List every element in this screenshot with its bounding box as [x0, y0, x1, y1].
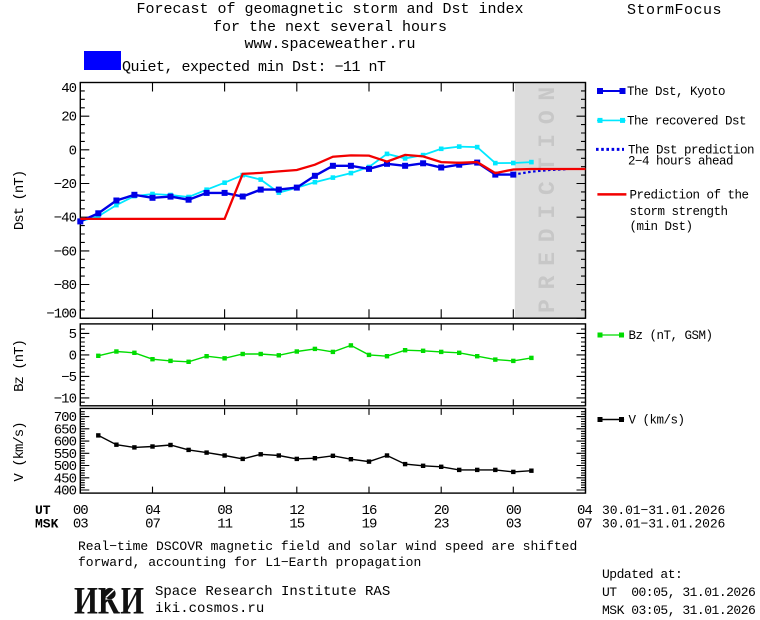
svg-text:20: 20: [61, 110, 76, 126]
svg-text:12: 12: [289, 503, 304, 519]
svg-text:−80: −80: [54, 278, 77, 294]
svg-text:storm strength: storm strength: [630, 205, 728, 219]
svg-text:−20: −20: [54, 177, 77, 193]
svg-text:PREDICTION: PREDICTION: [535, 77, 561, 313]
svg-text:450: 450: [54, 471, 77, 487]
svg-text:15: 15: [289, 517, 304, 533]
svg-text:Bz (nT): Bz (nT): [12, 340, 28, 392]
svg-text:650: 650: [54, 422, 77, 438]
svg-text:00: 00: [506, 503, 521, 519]
svg-text:−100: −100: [46, 307, 76, 323]
svg-text:−60: −60: [54, 244, 77, 260]
svg-text:The recovered Dst: The recovered Dst: [627, 114, 746, 128]
svg-text:0: 0: [69, 348, 77, 364]
svg-text:500: 500: [54, 459, 77, 475]
svg-text:V (km/s): V (km/s): [12, 422, 28, 481]
svg-text:00: 00: [73, 503, 88, 519]
svg-text:16: 16: [362, 503, 377, 519]
svg-text:700: 700: [54, 410, 77, 426]
svg-text:400: 400: [54, 484, 77, 500]
svg-text:20: 20: [434, 503, 449, 519]
svg-text:(min Dst): (min Dst): [630, 220, 693, 234]
svg-text:03: 03: [73, 517, 88, 533]
svg-text:550: 550: [54, 447, 77, 463]
svg-text:07: 07: [145, 517, 160, 533]
svg-text:V (km/s): V (km/s): [629, 414, 685, 428]
svg-text:2−4 hours ahead: 2−4 hours ahead: [628, 155, 733, 169]
svg-text:−10: −10: [54, 391, 77, 407]
svg-text:Bz (nT, GSM): Bz (nT, GSM): [629, 329, 713, 343]
svg-text:The Dst prediction: The Dst prediction: [628, 143, 754, 157]
svg-text:5: 5: [69, 327, 77, 343]
svg-text:MSK: MSK: [35, 517, 59, 532]
svg-text:0: 0: [69, 143, 77, 159]
svg-text:11: 11: [217, 517, 232, 533]
svg-text:04: 04: [577, 503, 592, 519]
svg-text:19: 19: [362, 517, 377, 533]
svg-text:04: 04: [145, 503, 160, 519]
svg-text:40: 40: [61, 81, 76, 97]
svg-text:23: 23: [434, 517, 449, 533]
svg-text:−40: −40: [54, 211, 77, 227]
svg-text:600: 600: [54, 435, 77, 451]
svg-text:The Dst, Kyoto: The Dst, Kyoto: [627, 85, 725, 99]
svg-text:08: 08: [217, 503, 232, 519]
svg-text:30.01−31.01.2026: 30.01−31.01.2026: [602, 503, 725, 518]
svg-text:30.01−31.01.2026: 30.01−31.01.2026: [602, 517, 725, 532]
svg-text:UT: UT: [35, 503, 51, 518]
svg-text:−5: −5: [61, 370, 76, 386]
svg-text:03: 03: [506, 517, 521, 533]
svg-text:07: 07: [577, 517, 592, 533]
svg-text:Prediction of the: Prediction of the: [630, 188, 749, 202]
svg-text:Dst (nT): Dst (nT): [12, 171, 28, 230]
